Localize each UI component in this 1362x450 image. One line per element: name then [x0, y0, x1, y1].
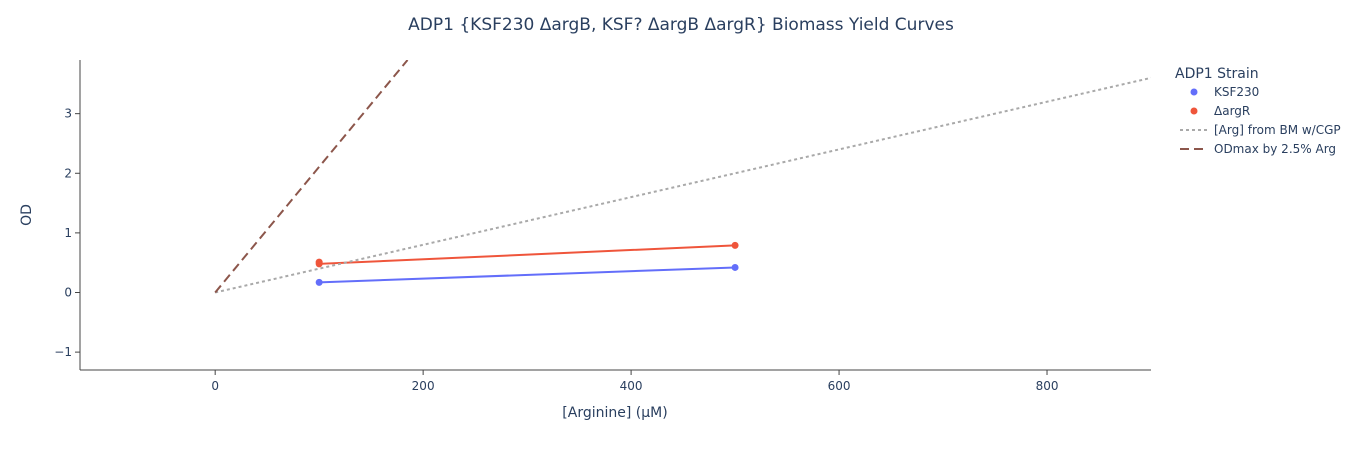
x-tick-label: 400: [620, 379, 643, 393]
x-axis-title: [Arginine] (μM): [562, 405, 667, 421]
y-axis-title: OD: [19, 204, 35, 226]
series-line-2: [214, 76, 1151, 294]
data-point-0: [731, 263, 739, 271]
legend-symbol-0: [1190, 88, 1198, 96]
series-line-3: [214, 60, 409, 294]
chart-title: ADP1 {KSF230 ΔargB, KSF? ΔargB ΔargR} Bi…: [408, 15, 954, 35]
data-point-1: [315, 260, 323, 268]
data-point-0: [315, 278, 323, 286]
y-tick-label: 3: [64, 107, 72, 121]
y-tick-label: 0: [64, 286, 72, 300]
x-tick-label: 200: [412, 379, 435, 393]
legend-title: ADP1 Strain: [1175, 66, 1259, 82]
x-tick-label: 600: [828, 379, 851, 393]
legend-symbol-1: [1190, 107, 1198, 115]
x-tick-label: 800: [1036, 379, 1059, 393]
legend-item-label: [Arg] from BM w/CGP: [1214, 123, 1341, 137]
legend-item-label: KSF230: [1214, 85, 1259, 99]
y-tick-label: −1: [54, 345, 72, 359]
x-tick-label: 0: [211, 379, 219, 393]
axes: 0 200 400 600 800 −1 0 1 2 3: [54, 60, 1151, 393]
y-tick-label: 2: [64, 166, 72, 180]
legend-item-label: ΔargR: [1214, 104, 1250, 118]
legend: ADP1 Strain KSF230 ΔargR [Arg] from BM w/C…: [1175, 66, 1341, 156]
data-layer: [214, 60, 1151, 294]
data-point-1: [731, 241, 739, 249]
y-tick-label: 1: [64, 226, 72, 240]
series-line-0: [319, 266, 736, 284]
legend-item-label: ODmax by 2.5% Arg: [1214, 142, 1336, 156]
